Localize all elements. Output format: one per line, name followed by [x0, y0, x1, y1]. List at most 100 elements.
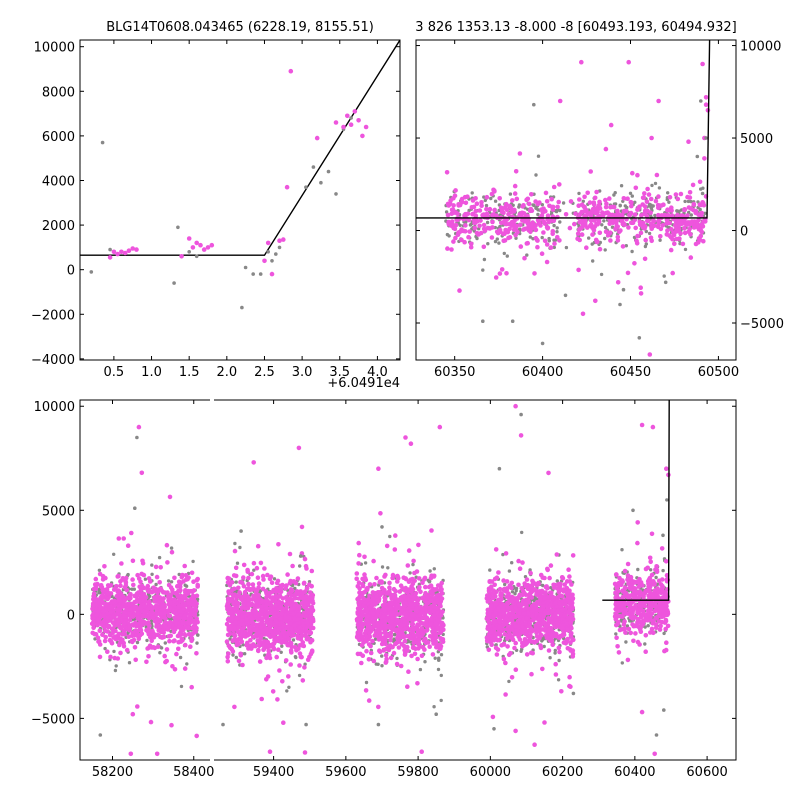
- tr-point-gray: [536, 212, 540, 217]
- bottom-point-pink: [240, 662, 245, 668]
- tr-point-gray: [475, 236, 479, 241]
- tr-point-gray: [540, 203, 544, 207]
- bottom-point-pink: [118, 583, 123, 588]
- bottom-point-pink: [231, 586, 237, 592]
- bottom-point-pink: [167, 638, 172, 644]
- bottom-point-pink: [382, 601, 388, 607]
- bottom-point-pink: [183, 642, 188, 648]
- tr-point-pink: [643, 237, 648, 243]
- tr-point-gray: [534, 173, 538, 177]
- bottom-point-pink: [225, 654, 230, 660]
- bottom-point-pink: [109, 626, 115, 632]
- bottom-point-pink: [276, 542, 281, 547]
- bottom-point-pink: [233, 620, 238, 626]
- tr-xtick-label: 60400: [522, 365, 563, 380]
- bottom-point-pink: [391, 650, 397, 656]
- tr-point-pink: [655, 224, 661, 230]
- bottom-point-pink: [289, 588, 295, 593]
- bottom-point-pink: [182, 613, 187, 619]
- bottom-point-pink: [239, 639, 245, 645]
- tr-point-pink: [639, 213, 644, 218]
- tr-point-gray: [699, 99, 703, 103]
- tl-point-gray: [251, 272, 255, 276]
- bottom-point-pink: [173, 608, 178, 614]
- bottom-point-pink: [355, 651, 361, 657]
- tr-point-pink: [701, 219, 706, 224]
- bottom-point-pink: [186, 601, 192, 606]
- bottom-point-pink: [359, 643, 365, 648]
- tr-point-pink: [449, 219, 455, 224]
- tr-point-pink: [501, 210, 506, 216]
- tr-point-pink: [572, 221, 577, 227]
- tr-point-pink: [528, 223, 534, 229]
- tr-point-pink: [514, 196, 520, 202]
- bottom-point-pink: [234, 593, 239, 599]
- bottom-point-pink: [127, 625, 132, 631]
- tr-point-pink: [620, 244, 626, 249]
- bottom-point-gray: [163, 641, 167, 645]
- tr-point-gray: [532, 102, 536, 107]
- bottom-point-pink: [164, 647, 170, 652]
- tr-point-pink: [644, 199, 650, 204]
- tl-point-pink: [269, 271, 275, 277]
- tr-point-pink: [629, 203, 634, 209]
- tr-point-pink: [459, 237, 464, 243]
- bottom-point-pink: [112, 598, 117, 604]
- tr-point-pink: [642, 224, 648, 229]
- tr-point-pink: [596, 213, 601, 219]
- tr-point-gray: [563, 293, 568, 298]
- tr-point-pink: [687, 195, 693, 200]
- tr-point-pink: [466, 217, 472, 223]
- bottom-point-pink: [241, 562, 247, 568]
- tl-point-pink: [348, 122, 354, 127]
- bottom-point-pink: [237, 590, 242, 595]
- tr-point-gray: [701, 186, 705, 190]
- bottom-point-gray: [303, 662, 307, 666]
- bottom-point-pink: [296, 646, 301, 652]
- bottom-point-pink: [101, 612, 107, 618]
- tr-point-pink: [489, 235, 495, 240]
- bottom-point-pink: [108, 583, 114, 588]
- bottom-point-pink: [283, 615, 289, 621]
- tr-point-pink: [593, 209, 599, 215]
- tr-point-pink: [529, 192, 534, 197]
- bottom-point-pink: [117, 642, 122, 648]
- tr-point-gray: [618, 204, 622, 208]
- bottom-point-pink: [122, 585, 128, 590]
- tr-point-pink: [509, 223, 515, 228]
- tr-point-gray: [489, 196, 493, 201]
- clip-tl-area: [80, 40, 400, 310]
- bottom-point-gray: [380, 654, 384, 658]
- bottom-point-pink: [128, 601, 133, 607]
- tr-point-pink: [514, 223, 519, 229]
- tr-point-pink: [468, 244, 474, 250]
- bottom-point-pink: [408, 577, 414, 582]
- bottom-point-pink: [146, 620, 151, 625]
- tr-point-pink: [542, 238, 548, 244]
- tr-point-gray: [613, 191, 617, 195]
- tl-point-gray: [172, 281, 176, 285]
- tr-point-pink: [608, 204, 613, 210]
- bottom-point-pink: [236, 585, 241, 591]
- bottom-point-pink: [309, 583, 315, 589]
- bottom-point-pink: [303, 613, 309, 619]
- tr-point-gray: [628, 191, 633, 195]
- tl-point-pink: [115, 251, 120, 257]
- bottom-point-pink: [178, 588, 183, 593]
- tr-point-pink: [481, 213, 486, 218]
- bottom-point-pink: [366, 698, 372, 703]
- bottom-point-gray: [150, 563, 154, 567]
- bottom-point-pink: [308, 590, 313, 595]
- bottom-point-pink: [254, 622, 259, 628]
- tl-point-pink: [281, 237, 286, 242]
- tr-point-pink: [456, 203, 462, 208]
- bottom-point-pink: [147, 599, 152, 604]
- tl-point-gray: [270, 259, 274, 263]
- tr-point-pink: [557, 182, 562, 187]
- tr-point-pink: [696, 212, 701, 217]
- bottom-point-pink: [225, 575, 230, 581]
- bottom-point-pink: [140, 612, 146, 618]
- tl-ytick-label: 4000: [42, 174, 75, 189]
- tr-point-pink: [512, 191, 518, 196]
